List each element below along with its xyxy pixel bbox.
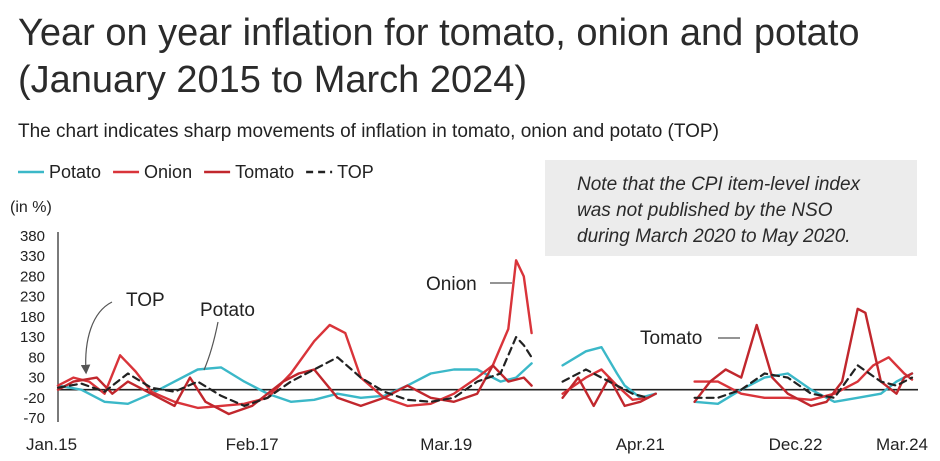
series-line-top [561, 368, 650, 399]
note-line-2: was not published by the NSO [577, 200, 833, 221]
chart-title-line-1: Year on year inflation for tomato, onion… [18, 12, 860, 54]
chart-title-line-2: (January 2015 to March 2024) [18, 59, 528, 101]
legend-label-tomato: Tomato [235, 162, 294, 182]
annotation-tomato: Tomato [640, 328, 702, 349]
legend-label-onion: Onion [144, 162, 192, 182]
annotation-potato: Potato [200, 300, 255, 321]
chart-subtitle: The chart indicates sharp movements of i… [18, 121, 719, 142]
series-line-top [56, 336, 533, 407]
series-line-tomato [56, 364, 533, 416]
annotation-onion: Onion [426, 274, 477, 295]
y-tick-label: 330 [20, 248, 45, 265]
series-line-tomato [693, 307, 914, 408]
legend-label-top: TOP [337, 162, 374, 182]
note-box: Note that the CPI item-level index was n… [545, 160, 917, 256]
y-axis-label: (in %) [10, 199, 52, 216]
annotation-pointer-top [80, 301, 113, 375]
y-tick-label: -20 [23, 390, 45, 407]
series-line-potato [56, 362, 533, 405]
x-tick-label: Mar.24 [876, 435, 928, 454]
y-tick-label: 80 [28, 349, 45, 366]
x-tick-label: Mar.19 [420, 435, 472, 454]
series-line-tomato [561, 376, 657, 408]
x-tick-label: Dec.22 [769, 435, 823, 454]
y-tick-label: 280 [20, 268, 45, 285]
series-line-top [693, 364, 914, 399]
y-tick-label: 230 [20, 289, 45, 306]
y-tick-label: 30 [28, 370, 45, 387]
note-line-3: during March 2020 to May 2020. [577, 226, 851, 247]
legend-label-potato: Potato [49, 162, 101, 182]
note-line-1: Note that the CPI item-level index [577, 174, 861, 195]
y-tick-label: -70 [23, 410, 45, 427]
x-tick-label: Jan.15 [26, 435, 77, 454]
y-tick-label: 130 [20, 329, 45, 346]
series-line-potato [693, 372, 914, 405]
chart-title: Year on year inflation for tomato, onion… [18, 10, 918, 104]
x-tick-label: Feb.17 [226, 435, 279, 454]
annotation-pointer-potato [203, 321, 219, 371]
annotation-top: TOP [126, 290, 165, 311]
y-tick-label: 380 [20, 228, 45, 245]
x-tick-label: Apr.21 [616, 435, 665, 454]
y-tick-label: 180 [20, 309, 45, 326]
series-line-onion [56, 259, 533, 410]
